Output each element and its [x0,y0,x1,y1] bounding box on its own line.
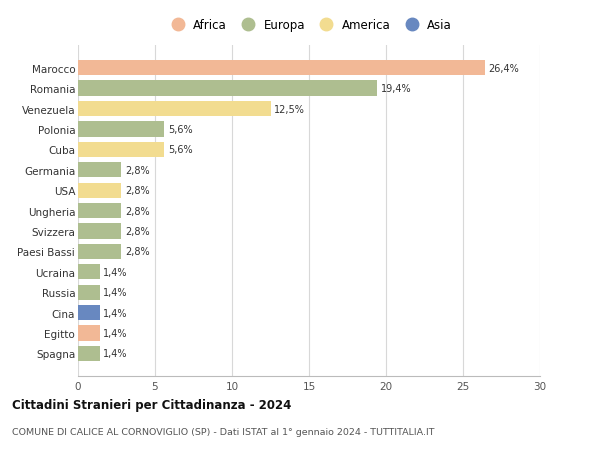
Text: 5,6%: 5,6% [168,145,193,155]
Bar [78,122,164,137]
Legend: Africa, Europa, America, Asia: Africa, Europa, America, Asia [166,19,452,32]
Text: 2,8%: 2,8% [125,186,149,196]
Text: 2,8%: 2,8% [125,227,149,236]
Bar [78,183,121,198]
Bar [78,346,100,361]
Bar [78,203,121,219]
Text: 19,4%: 19,4% [380,84,411,94]
Text: 1,4%: 1,4% [103,328,128,338]
Bar [78,305,100,321]
Text: 26,4%: 26,4% [488,63,519,73]
Bar [78,326,100,341]
Text: 1,4%: 1,4% [103,349,128,359]
Bar [78,142,164,158]
Text: 2,8%: 2,8% [125,165,149,175]
Text: 1,4%: 1,4% [103,288,128,297]
Text: 1,4%: 1,4% [103,308,128,318]
Text: Cittadini Stranieri per Cittadinanza - 2024: Cittadini Stranieri per Cittadinanza - 2… [12,398,292,412]
Bar [78,224,121,239]
Text: 2,8%: 2,8% [125,247,149,257]
Text: 2,8%: 2,8% [125,206,149,216]
Bar [78,285,100,300]
Bar [78,163,121,178]
Bar [78,101,271,117]
Text: 5,6%: 5,6% [168,125,193,134]
Bar [78,244,121,259]
Text: 12,5%: 12,5% [274,104,305,114]
Text: COMUNE DI CALICE AL CORNOVIGLIO (SP) - Dati ISTAT al 1° gennaio 2024 - TUTTITALI: COMUNE DI CALICE AL CORNOVIGLIO (SP) - D… [12,427,434,436]
Text: 1,4%: 1,4% [103,267,128,277]
Bar [78,81,377,96]
Bar [78,264,100,280]
Bar [78,61,485,76]
